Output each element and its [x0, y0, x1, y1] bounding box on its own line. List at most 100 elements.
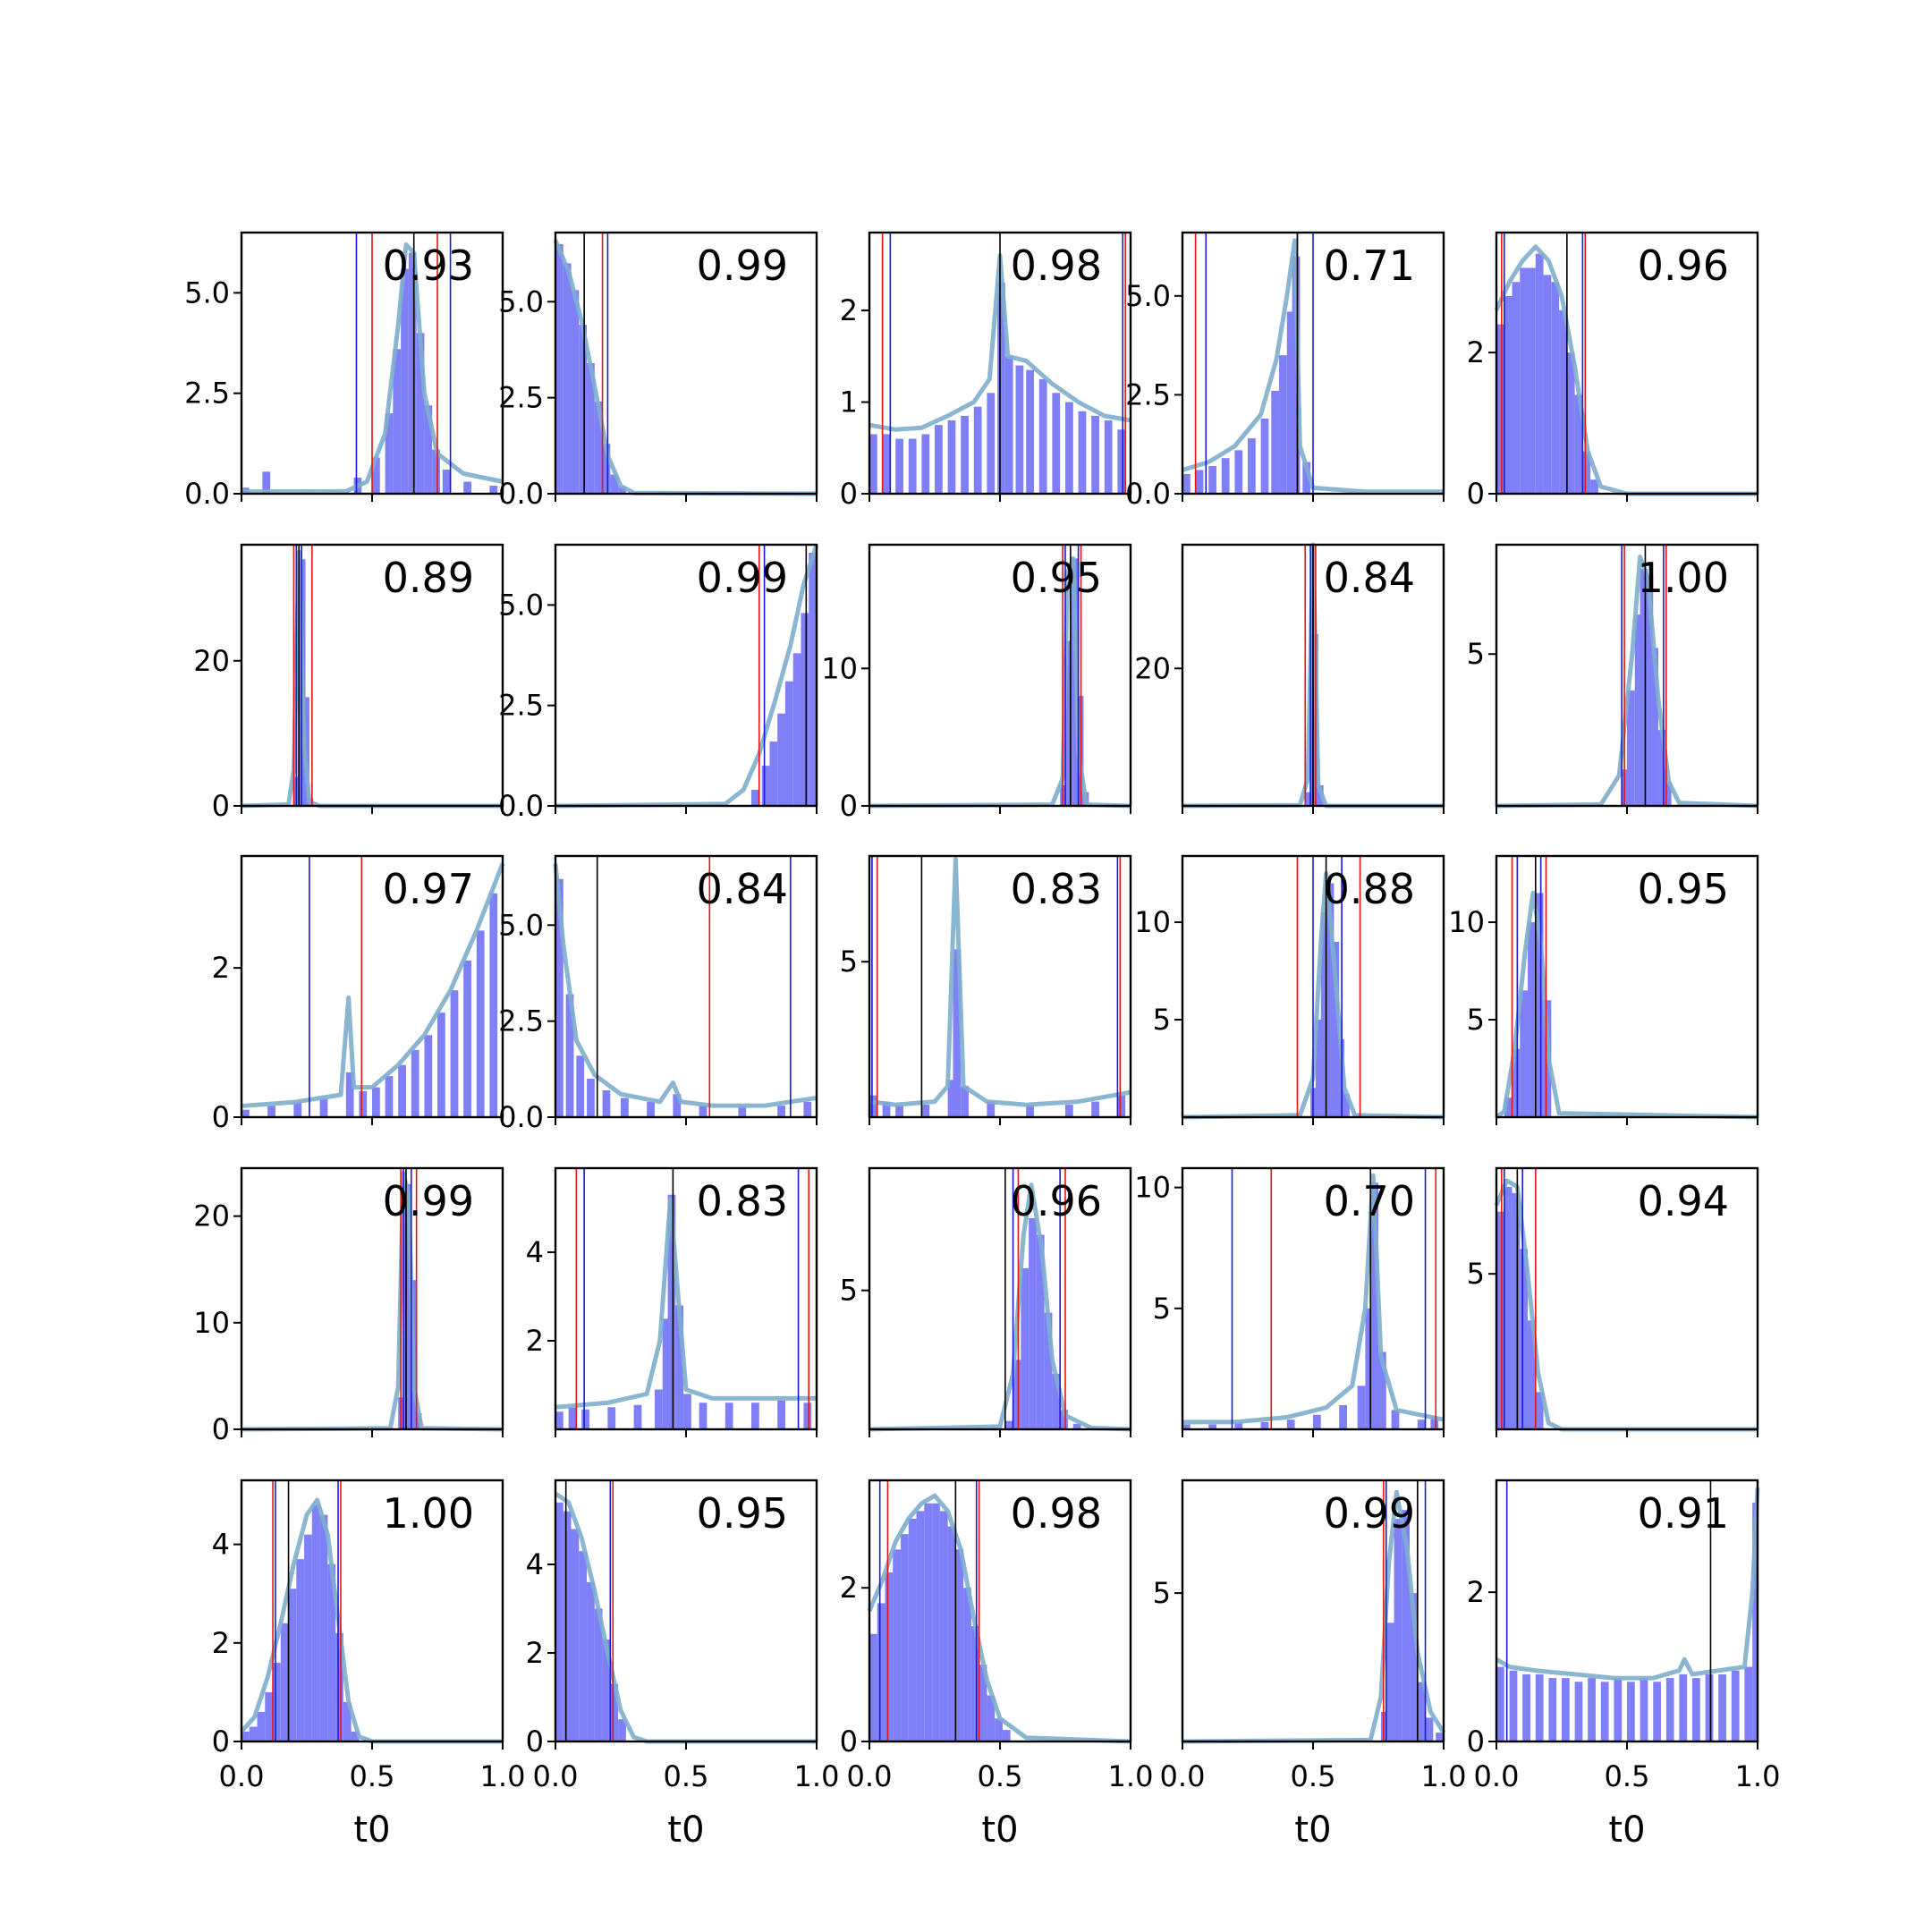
- histogram-bar: [1590, 479, 1598, 494]
- histogram-bar: [618, 1719, 626, 1741]
- x-tick-label: 0.5: [350, 1759, 395, 1793]
- histogram-bar: [463, 960, 471, 1117]
- histogram-bar: [777, 1400, 785, 1429]
- histogram-bar: [610, 1683, 619, 1741]
- histogram-bar: [571, 1529, 580, 1741]
- histogram-bar: [1496, 324, 1504, 494]
- histogram-bar: [1208, 466, 1216, 494]
- histogram-bar: [1535, 1392, 1544, 1429]
- x-tick-label: 0.0: [1474, 1759, 1520, 1793]
- subplot-7: 0.0 2.5 5.0 0.99: [498, 543, 819, 823]
- histogram-bar: [1425, 1717, 1434, 1741]
- histogram-bar: [1658, 730, 1666, 806]
- y-tick-label: 0.0: [498, 789, 544, 823]
- histogram-bar: [1574, 394, 1583, 494]
- histogram-bar: [1653, 1682, 1661, 1741]
- y-tick-label: 2: [526, 1636, 544, 1670]
- histogram-bar: [1310, 633, 1318, 806]
- subplot-annotation: 0.71: [1324, 242, 1415, 290]
- histogram-bar: [784, 681, 793, 806]
- subplot-annotation: 0.99: [383, 1177, 474, 1225]
- y-tick-label: 0: [840, 1724, 858, 1758]
- histogram-bars: [869, 1503, 1011, 1741]
- subplot-10: 51.00: [1467, 543, 1759, 814]
- histogram-bar: [654, 1389, 663, 1429]
- histogram-bar: [621, 1097, 629, 1117]
- histogram-bar: [1182, 473, 1191, 494]
- histogram-bar: [895, 1105, 903, 1117]
- histogram-bars: [242, 893, 498, 1117]
- y-tick-label: 10: [821, 651, 858, 685]
- histogram-bar: [1260, 418, 1269, 494]
- kde-curve: [1496, 555, 1758, 809]
- y-tick-label: 2: [1467, 1575, 1485, 1609]
- histogram-bar: [587, 1581, 595, 1741]
- histogram-bar: [751, 790, 759, 806]
- histogram-bar: [1588, 1678, 1596, 1741]
- histogram-bar: [602, 1089, 611, 1117]
- histogram-bar: [249, 1726, 258, 1741]
- kde-curve: [553, 239, 818, 496]
- kde-curve: [241, 242, 504, 495]
- histogram-bar: [963, 1588, 971, 1741]
- histogram-bars: [1182, 256, 1311, 494]
- subplot-annotation: 0.84: [697, 865, 788, 913]
- histogram-bars: [1004, 1217, 1081, 1429]
- subplot-5: 020.96: [1467, 231, 1759, 511]
- histogram-bar: [432, 449, 440, 494]
- histogram-bars: [555, 878, 812, 1117]
- y-tick-label: 2.5: [1125, 377, 1171, 411]
- histogram-bar: [987, 1695, 996, 1741]
- histogram-bars: [555, 1194, 812, 1429]
- histogram-bar: [327, 1563, 336, 1741]
- histogram-bar: [319, 1098, 328, 1117]
- subplot-16: 0 10 20 0.99: [193, 1166, 504, 1446]
- kde-curve: [555, 1197, 817, 1410]
- histogram-bar: [568, 1407, 577, 1429]
- histogram-bar: [579, 325, 588, 494]
- histogram-bar: [1582, 451, 1591, 494]
- histogram-bar: [1065, 1105, 1073, 1117]
- histogram-bar: [393, 349, 402, 494]
- histogram-bar: [555, 1502, 564, 1741]
- y-tick-label: 0.0: [1125, 477, 1171, 511]
- histogram-bar: [385, 413, 394, 494]
- subplot-annotation: 0.88: [1324, 865, 1415, 913]
- histogram-bar: [1313, 1414, 1321, 1429]
- histogram-bar: [1038, 378, 1047, 494]
- histogram-bar: [571, 290, 580, 494]
- histogram-bar: [267, 1106, 275, 1117]
- histogram-bar: [1663, 781, 1672, 806]
- histogram-bar: [683, 1394, 691, 1429]
- histogram-bars: [869, 283, 1126, 494]
- histogram-bar: [987, 1101, 996, 1117]
- histogram-bars: [1496, 1186, 1544, 1429]
- histogram-bar: [372, 1087, 380, 1117]
- histogram-bar: [1566, 352, 1575, 494]
- histogram-bar: [1234, 1421, 1243, 1429]
- histogram-bar: [372, 457, 380, 494]
- histogram-bar: [1002, 1730, 1011, 1741]
- histogram-bar: [667, 1194, 676, 1429]
- histogram-bar: [769, 741, 778, 806]
- histogram-bar: [581, 1409, 589, 1429]
- y-tick-label: 5: [840, 945, 858, 979]
- histogram-bar: [869, 1633, 877, 1741]
- histogram-bar: [1430, 1417, 1439, 1429]
- histogram-bar: [1394, 1519, 1402, 1741]
- subplot-20: 50.94: [1467, 1166, 1759, 1437]
- kde-curve: [241, 862, 505, 1108]
- histogram-bar: [1562, 1678, 1570, 1741]
- subplot-annotation: 0.99: [697, 554, 788, 602]
- histogram-bar: [1509, 1670, 1518, 1741]
- histogram-bar: [1365, 1308, 1374, 1429]
- histogram-bar: [1614, 1678, 1623, 1741]
- y-tick-label: 5: [1153, 1576, 1171, 1610]
- histogram-bar: [563, 1511, 572, 1741]
- histogram-bar: [777, 713, 785, 806]
- histogram-bar: [1634, 614, 1643, 806]
- histogram-bar: [273, 1662, 281, 1741]
- histogram-bars: [242, 252, 498, 494]
- histogram-bar: [1286, 1419, 1295, 1429]
- histogram-bar: [1528, 1320, 1536, 1429]
